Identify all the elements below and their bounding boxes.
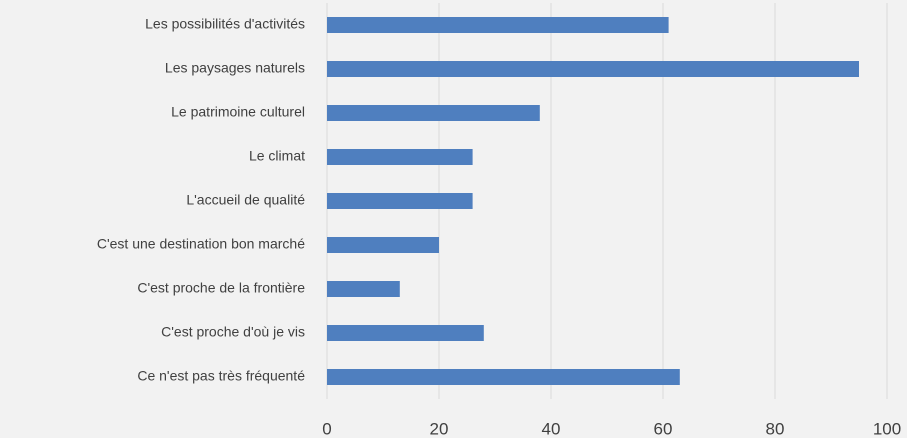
bar: [327, 369, 680, 385]
bar: [327, 105, 540, 121]
y-tick-label: C'est une destination bon marché: [97, 236, 305, 252]
x-tick-label: 100: [873, 419, 901, 438]
y-tick-label: Les possibilités d'activités: [145, 16, 305, 32]
x-tick-label: 20: [430, 419, 449, 438]
x-tick-label: 80: [766, 419, 785, 438]
x-tick-label: 60: [654, 419, 673, 438]
y-tick-label: Le climat: [249, 148, 305, 164]
bar: [327, 61, 859, 77]
bar: [327, 281, 400, 297]
y-tick-label: L'accueil de qualité: [186, 192, 305, 208]
y-tick-label: Le patrimoine culturel: [171, 104, 305, 120]
bar: [327, 325, 484, 341]
y-tick-label: Ce n'est pas très fréquenté: [137, 368, 305, 384]
x-tick-label: 0: [322, 419, 331, 438]
bar: [327, 237, 439, 253]
y-tick-label: C'est proche de la frontière: [137, 280, 305, 296]
bar: [327, 17, 669, 33]
x-tick-label: 40: [542, 419, 561, 438]
y-tick-label: Les paysages naturels: [165, 60, 305, 76]
y-tick-label: C'est proche d'où je vis: [161, 324, 305, 340]
bar: [327, 149, 473, 165]
bar: [327, 193, 473, 209]
